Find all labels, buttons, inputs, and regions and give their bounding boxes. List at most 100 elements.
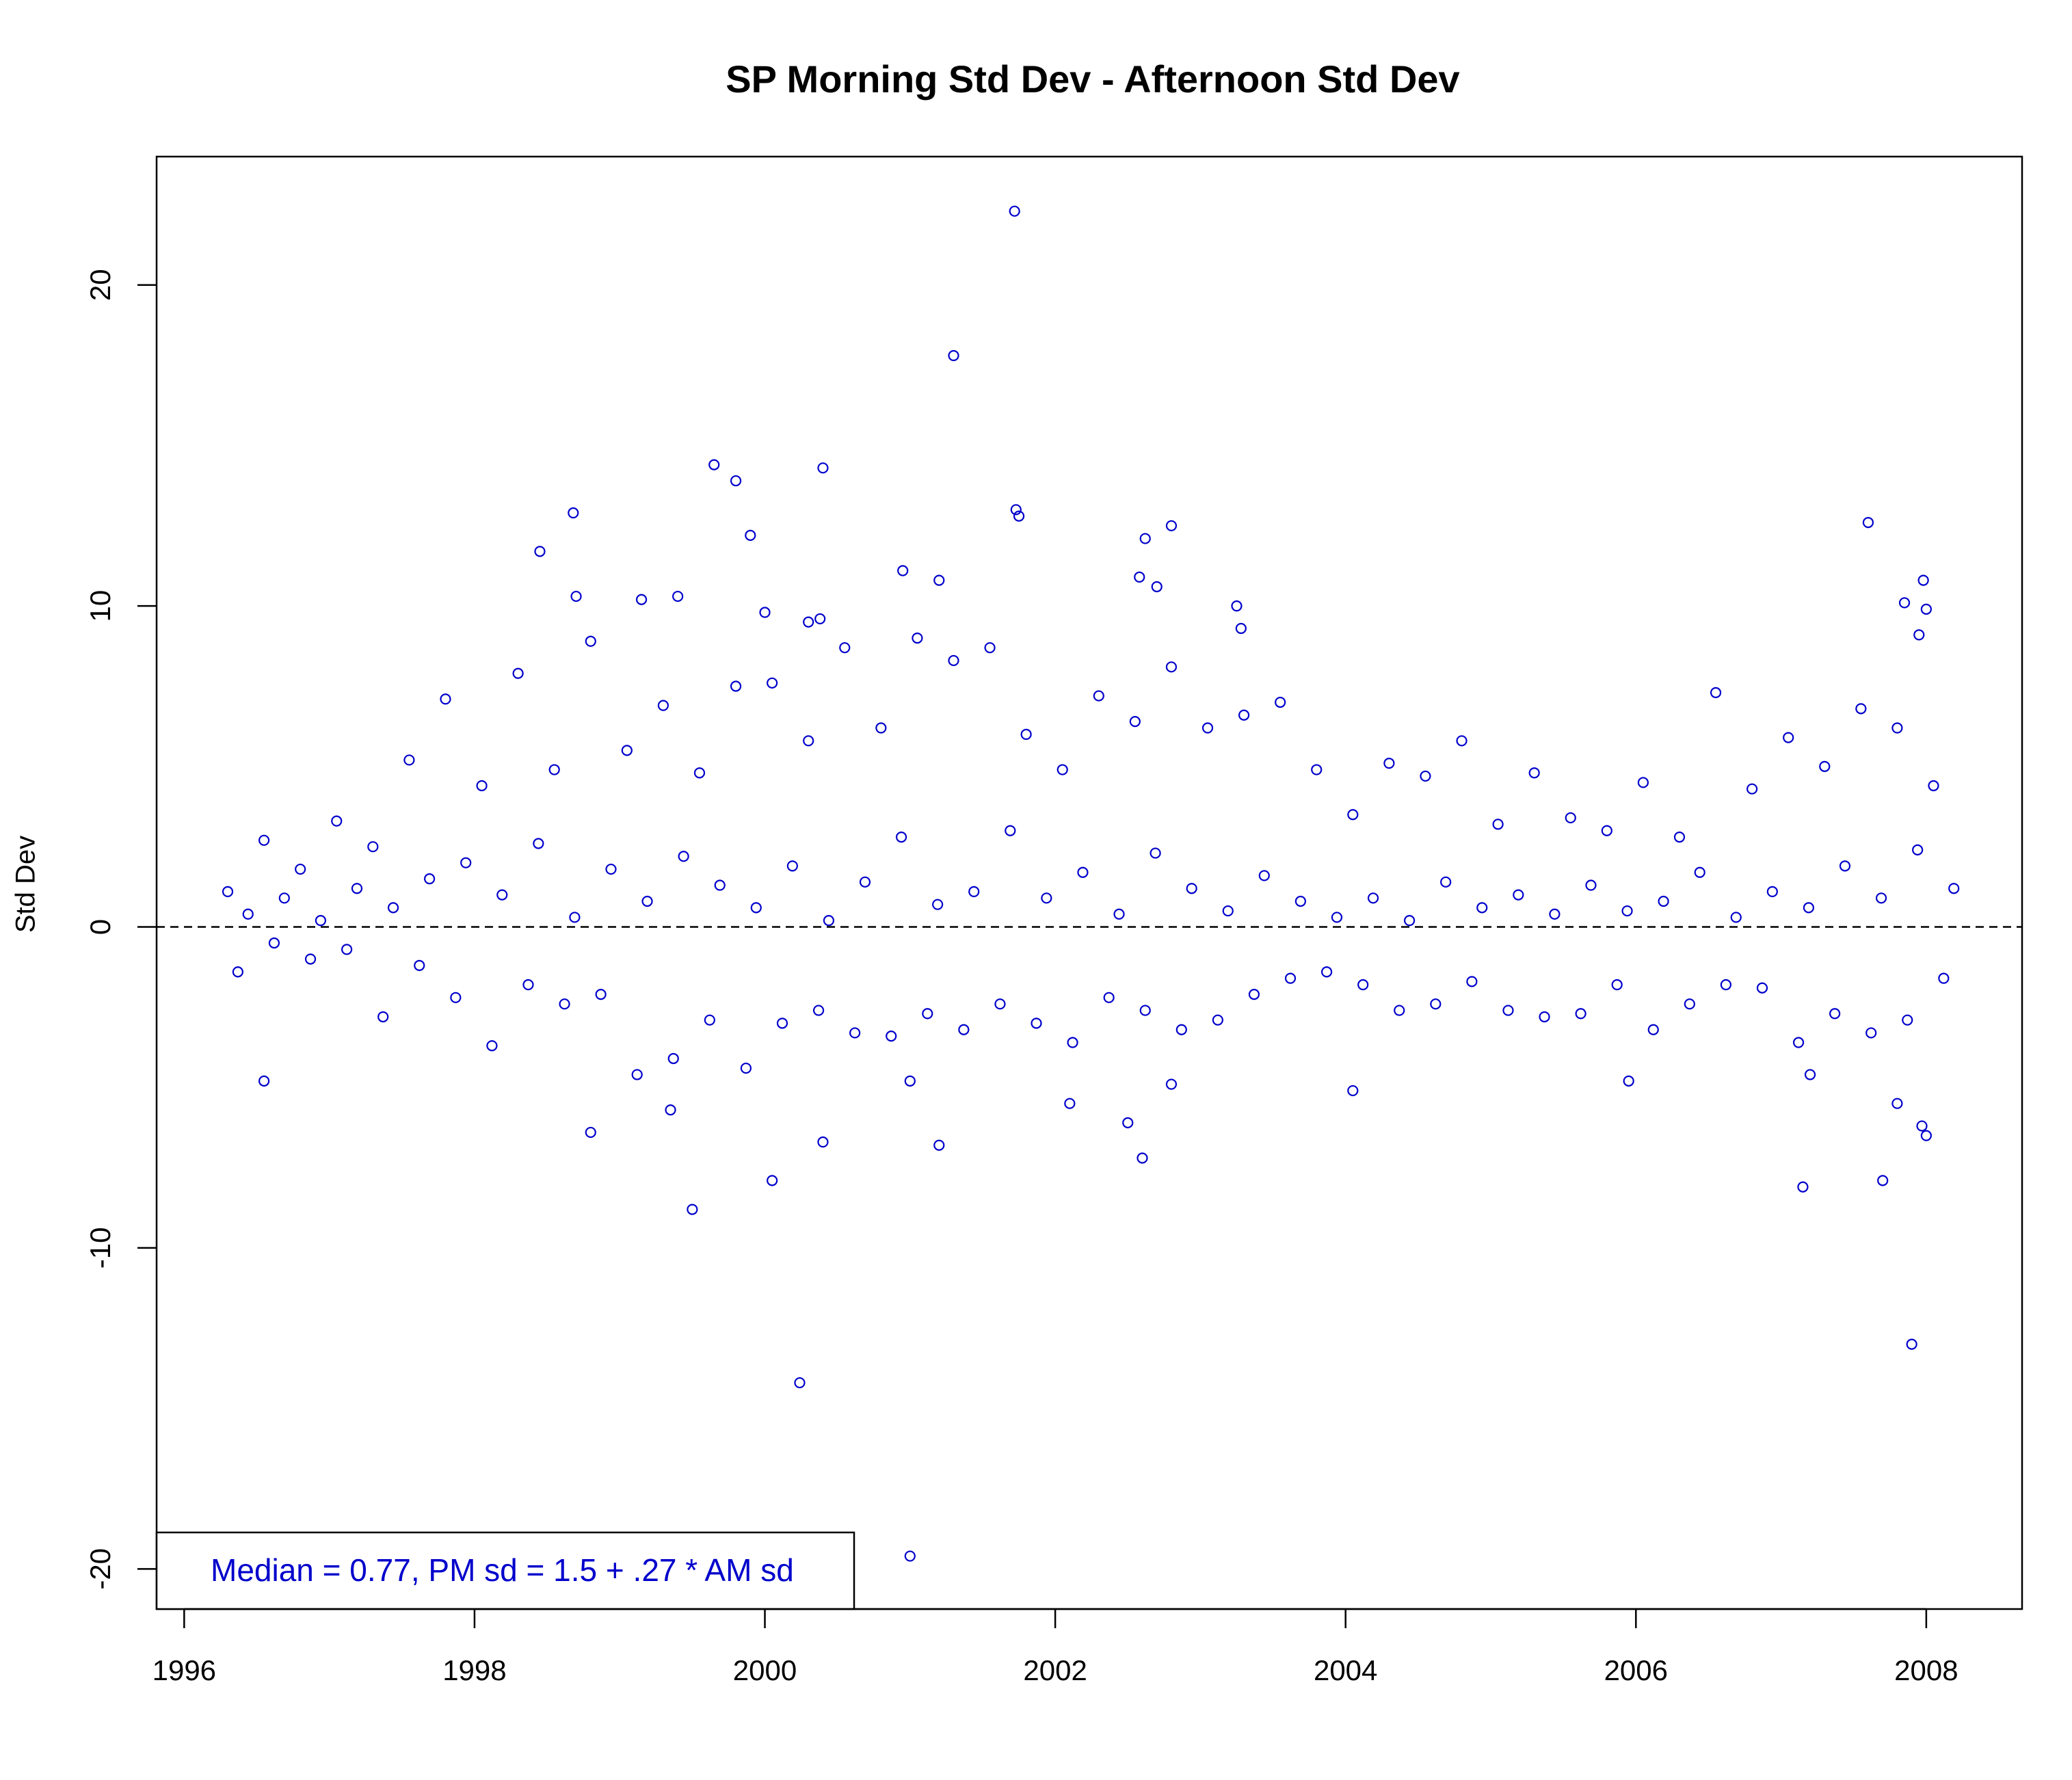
point xyxy=(1720,979,1732,991)
point xyxy=(512,667,524,679)
point xyxy=(1875,892,1887,904)
point xyxy=(714,879,726,891)
point xyxy=(1151,581,1163,593)
point xyxy=(1549,908,1560,920)
point xyxy=(1916,1120,1928,1132)
point xyxy=(1113,908,1125,920)
point xyxy=(1938,972,1950,984)
point xyxy=(776,1018,788,1029)
point xyxy=(1311,764,1323,775)
point xyxy=(222,886,234,898)
point xyxy=(268,937,280,949)
point xyxy=(1009,205,1020,217)
point xyxy=(948,654,959,667)
chart-title: SP Morning Std Dev - Afternoon Std Dev xyxy=(726,57,1459,101)
point xyxy=(1456,735,1467,747)
point xyxy=(1766,886,1778,898)
point xyxy=(687,1204,698,1215)
point xyxy=(1093,690,1104,702)
point xyxy=(984,642,996,654)
point xyxy=(886,1031,897,1042)
point xyxy=(1673,832,1686,843)
point xyxy=(635,594,648,605)
point xyxy=(1898,597,1911,609)
point xyxy=(570,590,582,602)
point xyxy=(1165,520,1178,531)
point xyxy=(730,680,742,692)
point xyxy=(704,1014,715,1026)
point xyxy=(948,349,959,362)
point xyxy=(460,857,472,868)
point xyxy=(1804,1069,1816,1080)
point xyxy=(1601,825,1612,836)
point xyxy=(1331,912,1343,923)
point xyxy=(1067,1037,1078,1048)
point xyxy=(1235,622,1247,635)
point xyxy=(403,754,415,766)
point xyxy=(424,873,436,885)
point xyxy=(1912,844,1924,855)
point xyxy=(1855,703,1867,715)
x-tick-label: 2008 xyxy=(1894,1654,1958,1686)
point xyxy=(814,613,826,625)
point xyxy=(1031,1018,1042,1029)
point xyxy=(1077,866,1089,878)
point xyxy=(1394,1005,1405,1016)
point xyxy=(1139,1005,1151,1016)
x-tick-label: 2006 xyxy=(1604,1654,1668,1686)
point xyxy=(1275,696,1286,708)
point xyxy=(1637,777,1649,788)
point xyxy=(1212,1014,1223,1026)
point xyxy=(1539,1011,1550,1023)
point xyxy=(1284,972,1297,984)
point xyxy=(1928,780,1939,792)
point xyxy=(1357,979,1369,991)
point xyxy=(665,1104,676,1116)
point xyxy=(1528,767,1540,779)
point xyxy=(958,1024,970,1035)
point xyxy=(1906,1338,1917,1350)
point xyxy=(994,998,1006,1010)
point xyxy=(377,1011,389,1023)
point xyxy=(1797,1181,1809,1193)
point xyxy=(750,902,762,914)
point xyxy=(933,574,945,586)
point xyxy=(912,632,923,644)
y-tick-label: -20 xyxy=(84,1548,116,1590)
point xyxy=(1420,770,1431,782)
point xyxy=(1862,517,1874,529)
point xyxy=(932,899,944,910)
point xyxy=(875,722,887,734)
point xyxy=(1585,879,1597,891)
point xyxy=(1430,998,1442,1010)
point xyxy=(667,1052,679,1065)
point xyxy=(1020,728,1032,741)
point xyxy=(295,863,306,875)
point xyxy=(534,546,546,557)
point xyxy=(1057,764,1068,775)
point xyxy=(341,944,353,955)
point xyxy=(1005,825,1016,836)
point xyxy=(548,764,560,775)
y-tick-label: 10 xyxy=(84,590,116,622)
x-tick-label: 2002 xyxy=(1023,1654,1087,1686)
y-tick-label: -10 xyxy=(84,1227,116,1269)
y-axis-label: Std Dev xyxy=(11,836,41,933)
point xyxy=(817,462,829,474)
point xyxy=(315,915,326,927)
point xyxy=(232,966,243,978)
point xyxy=(823,915,835,927)
point xyxy=(904,1550,916,1562)
point xyxy=(1139,533,1151,544)
point xyxy=(1877,1175,1889,1186)
point xyxy=(1347,1085,1359,1097)
point xyxy=(1440,876,1452,888)
point xyxy=(1492,819,1504,830)
point xyxy=(1917,574,1929,586)
point xyxy=(476,780,488,792)
point xyxy=(1258,870,1270,881)
x-tick-label: 1996 xyxy=(152,1654,216,1686)
point xyxy=(1476,902,1488,914)
